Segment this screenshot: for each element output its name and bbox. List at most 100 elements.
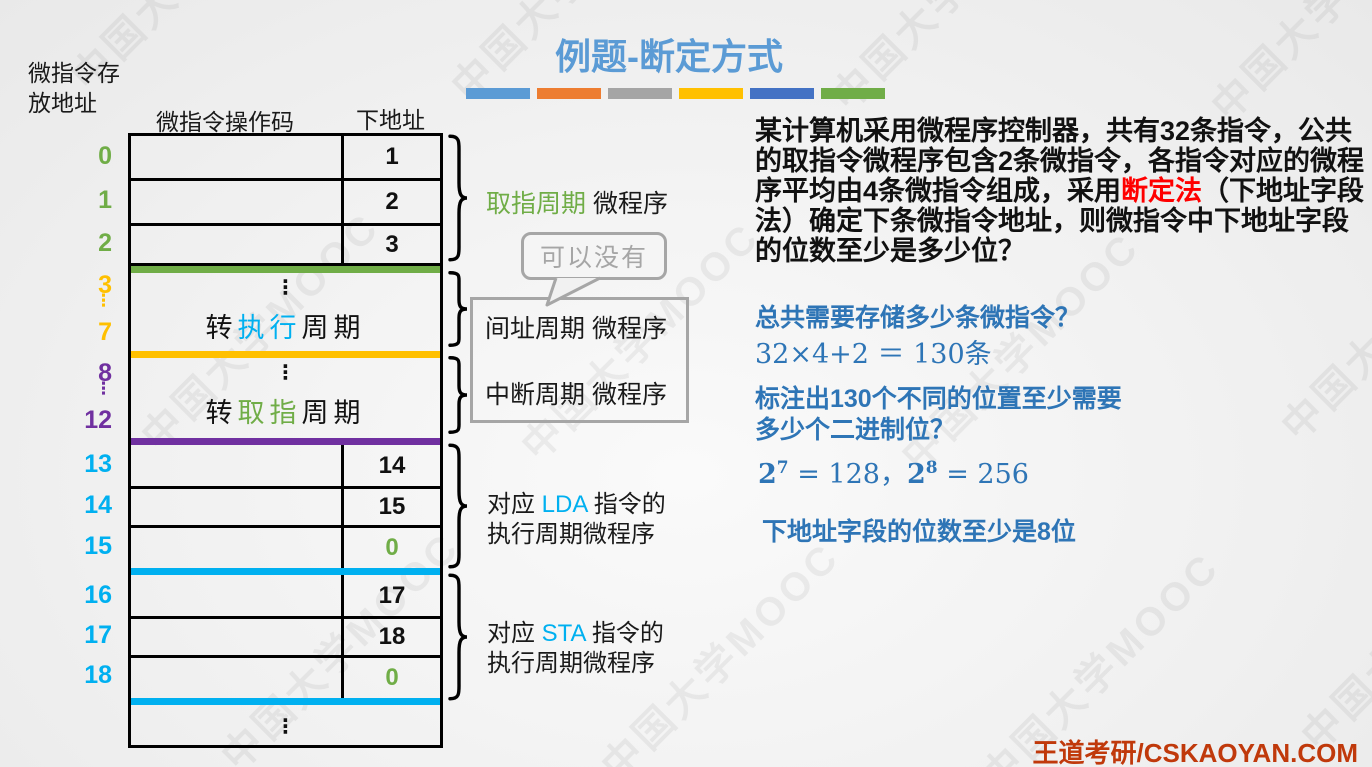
lda-label-line2: 执行周期微程序 — [487, 521, 655, 548]
answer-bits-highlight: 8 — [1037, 518, 1051, 546]
address-column-label: 微指令存放地址 — [28, 60, 120, 116]
table-row-17: 18 — [131, 619, 440, 658]
table-row-18: 0 — [131, 658, 440, 698]
lda-label-line1: 对应 LDA 指令的 — [487, 490, 666, 520]
judgment-method-highlight: 断定法 — [1121, 176, 1203, 206]
solution-question-2: 标注出130个不同的位置至少需要 多少个二进制位？ — [755, 384, 1122, 446]
question-2-line2: 多少个二进制位？ — [755, 416, 956, 444]
problem-line: 法）确定下条微指令地址，则微指令中下地址字段 — [755, 206, 1349, 236]
text-part: 周期 — [301, 398, 366, 428]
address-2: 2 — [98, 229, 112, 257]
brace-interrupt-cycle — [446, 357, 468, 433]
power-base: 2 — [906, 459, 926, 490]
address-12: 12 — [84, 406, 112, 434]
address-17: 17 — [84, 621, 112, 649]
opcode-cell — [131, 136, 344, 178]
problem-line: 序平均由4条微指令组成，采用断定法（下地址字段 — [755, 176, 1364, 206]
callout-tail — [545, 276, 601, 307]
label-text: 微程序 — [585, 315, 667, 343]
watermark-text: 中国大学MOOC — [1203, 0, 1372, 130]
solution-answer: 下地址字段的位数至少是8位 — [762, 512, 1076, 548]
address-13: 13 — [84, 450, 112, 478]
opcode-cell — [131, 181, 344, 223]
text-part: 转 — [205, 313, 238, 343]
fetch-cycle-highlight: 取指周期 — [486, 190, 587, 218]
watermark-text: 中国大学MOOC — [816, 0, 1081, 121]
execute-highlight: 执行 — [237, 313, 302, 343]
section-ellipsis: ⋮ — [275, 362, 296, 384]
label-text: 对应 — [487, 620, 542, 647]
goto-execute-cycle-text: 转执行周期 — [206, 306, 366, 345]
next-address-cell: 0 — [385, 664, 399, 691]
label-text: 对应 — [487, 491, 542, 518]
interrupt-section-divider — [131, 438, 440, 445]
next-address-cell: 3 — [385, 230, 399, 258]
table-row-14: 15 — [131, 489, 440, 528]
brace-fetch-cycle — [446, 135, 468, 261]
microinstruction-table: 1 2 3 ⋮ 转执行周期 ⋮ 转取指周期 14 15 — [128, 133, 443, 748]
section-ellipsis: ⋮ — [275, 277, 296, 299]
sta-execute-label: 对应 STA 指令的 执行周期微程序 — [487, 619, 664, 679]
solution-calculation-1: 32×4+2 ＝ 130条 — [755, 339, 992, 370]
brand-footer: 王道考研/CSKAOYAN.COM — [1032, 738, 1358, 767]
fetch-highlight: 取指 — [237, 398, 302, 428]
address-14: 14 — [84, 491, 112, 519]
sta-highlight: STA — [541, 620, 586, 647]
problem-statement: 某计算机采用微程序控制器，共有32条指令，公共 的取指令微程序包含2条微指令，各… — [755, 116, 1364, 266]
question-2-line1: 标注出130个不同的位置至少需要 — [755, 384, 1122, 415]
sta-section-divider — [131, 698, 440, 705]
next-address-cell: 1 — [385, 143, 399, 170]
opcode-cell — [131, 528, 344, 568]
table-row-13: 14 — [131, 445, 440, 489]
problem-text: 序平均由4条微指令组成，采用 — [755, 176, 1122, 206]
table-row-16: 17 — [131, 575, 440, 619]
label-text: 微程序 — [586, 190, 668, 218]
table-row-15: 0 — [131, 528, 440, 568]
decor-bar — [821, 88, 885, 99]
address-1: 1 — [98, 186, 112, 214]
brace-indirect-cycle — [446, 272, 468, 346]
label-text: 微程序 — [585, 381, 667, 409]
text-part: 周期 — [301, 313, 366, 343]
address-8: 8 — [98, 359, 112, 387]
indirect-cycle-label: 间址周期 微程序 — [485, 309, 686, 345]
label-text: 指令的 — [585, 620, 664, 647]
problem-line: 的取指令微程序包含2条微指令，各指令对应的微程 — [755, 146, 1365, 176]
lda-execute-label: 对应 LDA 指令的 执行周期微程序 — [487, 490, 666, 550]
address-15: 15 — [84, 532, 112, 560]
question-text: 标注出130个不同的位置 — [755, 385, 1022, 413]
sta-label-line2: 执行周期微程序 — [487, 650, 655, 677]
optional-callout-bubble: 可以没有 — [521, 232, 667, 280]
address-3: 3 — [98, 271, 112, 299]
column-header-opcode: 微指令操作码 — [156, 109, 294, 135]
indirect-section-divider — [131, 351, 440, 358]
next-address-cell: 2 — [385, 188, 399, 215]
decor-bar — [750, 88, 814, 99]
table-row-0: 1 — [131, 136, 440, 181]
math-text: = 128， — [788, 459, 907, 490]
table-row-more: ⋮ — [131, 705, 440, 745]
address-0: 0 — [98, 142, 112, 170]
opcode-cell — [131, 658, 344, 698]
decor-bars — [466, 88, 885, 99]
solution-question-1: 总共需要存储多少条微指令？ — [755, 304, 1081, 332]
address-18: 18 — [84, 661, 112, 689]
lda-section-divider — [131, 568, 440, 575]
slide-title: 例题-断定方式 — [555, 36, 783, 77]
solution-calculation-2: 27 = 128，28 = 256 — [758, 452, 1029, 491]
answer-text: 位 — [1050, 518, 1076, 546]
decor-bar — [679, 88, 743, 99]
label-text: 指令的 — [587, 491, 666, 518]
brace-sta-execute — [446, 574, 468, 700]
brace-lda-execute — [446, 444, 468, 568]
problem-line: 的位数至少是多少位？ — [755, 236, 1025, 266]
address-ellipsis-8-12: ⋮ — [95, 379, 112, 398]
at-least-highlight: 至少 — [1021, 385, 1072, 413]
problem-line: 某计算机采用微程序控制器，共有32条指令，公共 — [755, 116, 1353, 146]
question-text: 需要 — [1071, 385, 1122, 413]
section-interrupt-cycle: ⋮ 转取指周期 — [131, 358, 440, 438]
fetch-section-divider — [131, 263, 440, 273]
table-row-2: 3 — [131, 226, 440, 263]
next-address-cell: 0 — [385, 534, 399, 561]
